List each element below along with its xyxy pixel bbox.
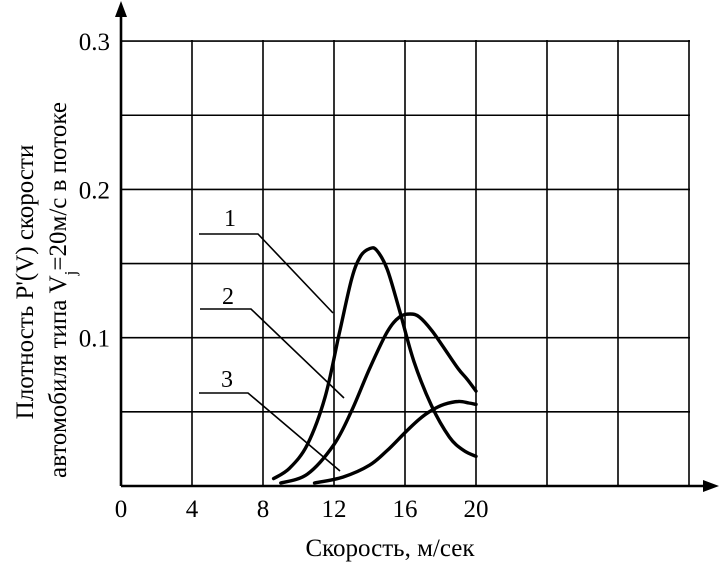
grid-layer xyxy=(121,40,690,486)
series-label-1: 1 xyxy=(224,206,236,232)
axes-layer xyxy=(115,1,719,492)
y-axis-title-line2-main: автомобиля типа V xyxy=(45,275,72,478)
y-axis-title-line1: Плотность P'(V) скорости xyxy=(12,145,39,420)
x-tick-label: 16 xyxy=(393,496,418,523)
y-axis-title-line2: автомобиля типа Vj=20м/с в потоке xyxy=(45,102,80,478)
labels-layer: 1 2 3 xyxy=(199,206,345,472)
series-layer xyxy=(271,246,478,485)
series-line-1 xyxy=(271,246,478,481)
x-tick-label: 12 xyxy=(322,496,347,523)
x-axis-arrow-icon xyxy=(703,480,719,492)
x-tick-label: 20 xyxy=(464,496,489,523)
y-tick-label: 0.3 xyxy=(79,29,110,56)
x-tick-label: 4 xyxy=(186,496,199,523)
leader-line-3 xyxy=(199,392,341,472)
series-label-2: 2 xyxy=(222,284,234,310)
y-axis-title-line2-rest: =20м/с в потоке xyxy=(45,102,72,271)
ticks-layer: 0 4 8 12 16 200.10.20.3 xyxy=(79,29,489,523)
series-line-3 xyxy=(312,399,478,485)
series-label-3: 3 xyxy=(221,367,233,393)
y-axis-arrow-icon xyxy=(115,1,127,17)
x-axis-title: Скорость, м/сек xyxy=(305,535,475,562)
x-tick-label: 8 xyxy=(257,496,270,523)
y-tick-label: 0.2 xyxy=(79,177,110,204)
leader-line-1 xyxy=(199,233,334,314)
series-line-2 xyxy=(279,312,478,485)
y-tick-label: 0.1 xyxy=(79,326,110,353)
x-tick-label: 0 xyxy=(115,496,128,523)
y-axis-title-line2-subscript: j xyxy=(61,271,80,277)
leader-line-2 xyxy=(200,308,345,399)
